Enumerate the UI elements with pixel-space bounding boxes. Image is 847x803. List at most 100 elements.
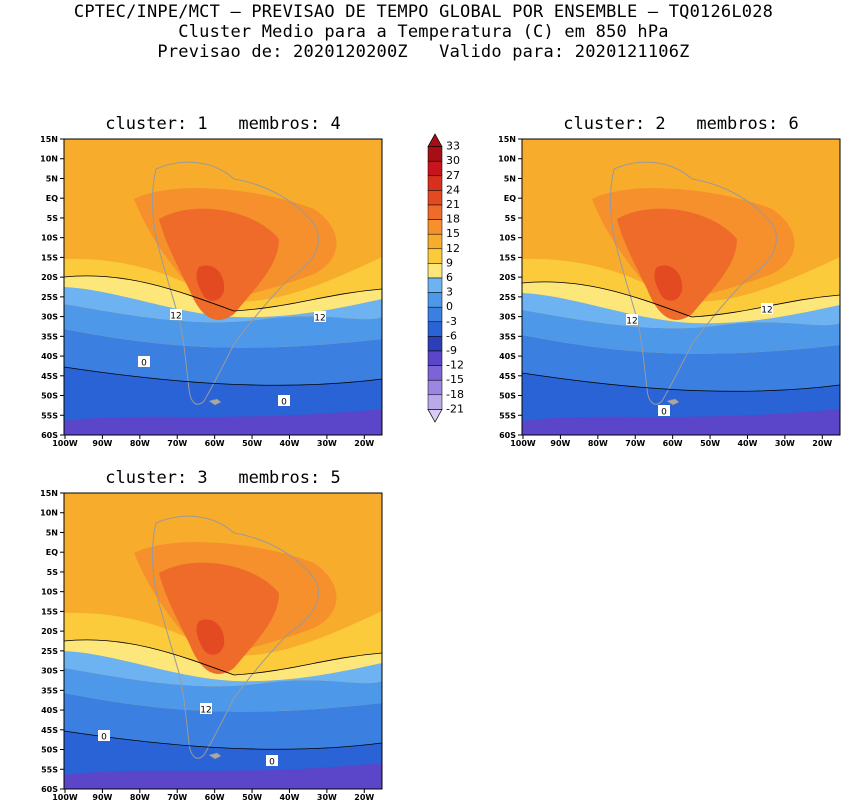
- temperature-band: [64, 257, 382, 311]
- lat-label: 60S: [41, 785, 58, 794]
- lat-label: 50S: [41, 392, 58, 401]
- colorbar-segment: [427, 190, 443, 206]
- lat-label: 10S: [41, 234, 58, 243]
- lon-label: 80W: [130, 793, 150, 802]
- contour-12: [521, 281, 841, 318]
- colorbar-segment: [427, 204, 443, 220]
- lat-label: 20S: [41, 273, 58, 282]
- lat-label: 10N: [40, 509, 58, 518]
- map-frame: [63, 138, 383, 436]
- lon-label: 20W: [354, 439, 374, 448]
- colorbar-segment: [427, 146, 443, 162]
- colorbar-label: 15: [446, 227, 460, 240]
- lat-label: 5N: [46, 528, 58, 537]
- colorbar-label: -15: [446, 373, 464, 386]
- temperature-band: [522, 281, 840, 324]
- colorbar-segment: [427, 277, 443, 293]
- colorbar-segment: [427, 336, 443, 352]
- lat-label: 15N: [40, 489, 58, 498]
- temperature-band: [64, 287, 382, 323]
- panel-3-title: cluster: 3 membros: 5: [105, 468, 341, 488]
- temperature-band: [64, 409, 382, 435]
- lon-label: 90W: [92, 793, 112, 802]
- temperature-band: [64, 329, 382, 386]
- colorbar-label: 0: [446, 300, 453, 313]
- lat-label: 15S: [499, 253, 516, 262]
- contour-label-box: [626, 314, 638, 325]
- temperature-band: [617, 208, 737, 320]
- colorbar-segment: [427, 233, 443, 250]
- colorbar-bottom-arrow: [427, 409, 443, 423]
- lat-label: 10N: [498, 155, 516, 164]
- lat-label: 25S: [499, 293, 516, 302]
- header-line-2: Cluster Medio para a Temperatura (C) em …: [178, 22, 669, 42]
- colorbar-label: -3: [446, 315, 457, 328]
- colorbar-label: 33: [446, 140, 460, 153]
- lon-label: 60W: [663, 439, 683, 448]
- lat-label: 45S: [499, 372, 516, 381]
- temperature-band: [64, 763, 382, 789]
- map-panel-3: 12 0 0 15N 10N 5N EQ 5S 10S 15S 20S 25S 30S 35S 40S 45S…: [40, 489, 383, 802]
- header-line-1: CPTEC/INPE/MCT – PREVISAO DE TEMPO GLOBA…: [73, 2, 774, 22]
- colorbar-label: -18: [446, 388, 464, 401]
- colorbar-segment: [427, 394, 443, 410]
- temperature-band: [64, 651, 382, 687]
- map-frame: [63, 492, 383, 790]
- lat-label: 10S: [499, 234, 516, 243]
- lon-label: 20W: [812, 439, 832, 448]
- colorbar-label: 18: [446, 213, 460, 226]
- contour-12: [63, 639, 383, 676]
- contour-label: 0: [141, 359, 147, 369]
- colorbar-label: -9: [446, 344, 457, 357]
- contour-label: 12: [626, 317, 637, 327]
- colorbar-segment: [427, 350, 443, 366]
- lon-label: 100W: [52, 439, 78, 448]
- lon-label: 70W: [167, 793, 187, 802]
- lat-label: 20S: [499, 273, 516, 282]
- lat-label: 45S: [41, 726, 58, 735]
- colorbar-top-arrow: [427, 133, 443, 147]
- temperature-band: [64, 304, 382, 348]
- lon-label: 70W: [625, 439, 645, 448]
- temperature-band: [64, 611, 382, 675]
- lat-label: 40S: [41, 352, 58, 361]
- lon-label: 60W: [205, 793, 225, 802]
- lon-label: 20W: [354, 793, 374, 802]
- colorbar-label: 6: [446, 271, 453, 284]
- lon-label: 40W: [279, 793, 299, 802]
- colorbar-segment: [427, 321, 443, 337]
- temperature-band: [64, 693, 382, 750]
- lat-label: 20S: [41, 627, 58, 636]
- lon-label: 50W: [242, 793, 262, 802]
- temperature-band: [522, 409, 840, 435]
- temperature-band: [522, 257, 840, 317]
- temperature-band: [522, 335, 840, 392]
- island-shape: [208, 752, 222, 760]
- temperature-band: [196, 619, 225, 655]
- continent-outline: [151, 161, 319, 405]
- continent-outline: [151, 515, 319, 759]
- colorbar-label: -6: [446, 329, 457, 342]
- lat-label: 5S: [505, 214, 517, 223]
- island-shape: [208, 398, 222, 406]
- lat-label: 10N: [40, 155, 58, 164]
- lat-label: 25S: [41, 293, 58, 302]
- lat-label: 40S: [41, 706, 58, 715]
- lat-label: 35S: [499, 332, 516, 341]
- lat-label: 50S: [41, 746, 58, 755]
- lat-label: 25S: [41, 647, 58, 656]
- colorbar-label: 30: [446, 154, 460, 167]
- colorbar-label: -12: [446, 359, 464, 372]
- continent-outline: [609, 161, 777, 405]
- lat-label: 5N: [46, 174, 58, 183]
- contour-label: 12: [314, 314, 325, 324]
- lat-label: 15S: [41, 607, 58, 616]
- colorbar-label: 9: [446, 256, 453, 269]
- lon-label: 100W: [52, 793, 78, 802]
- contour-label-box: [314, 311, 326, 322]
- island-shape: [666, 398, 680, 406]
- lat-label: 55S: [41, 765, 58, 774]
- temperature-band: [654, 265, 683, 301]
